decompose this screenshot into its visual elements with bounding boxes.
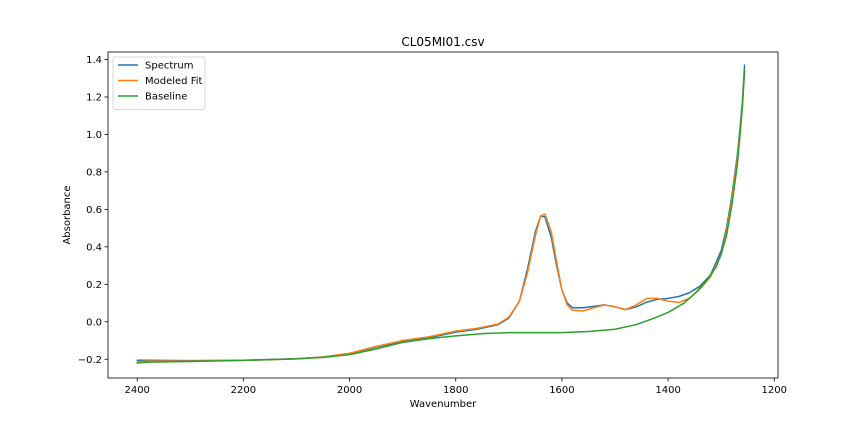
x-tick-label: 2000 [337, 385, 362, 396]
x-tick-label: 2200 [231, 385, 256, 396]
y-axis: −0.2 0.0 0.2 0.4 0.6 0.8 1.0 1.2 1.4 [78, 55, 108, 366]
x-tick-label: 2400 [124, 385, 149, 396]
y-tick-label: 1.2 [86, 92, 102, 103]
y-axis-label: Absorbance [62, 185, 73, 244]
y-tick-label: 0.2 [86, 280, 102, 291]
y-tick-label: 1.0 [86, 130, 102, 141]
y-tick-label: 1.4 [86, 55, 102, 66]
y-tick-label: 0.4 [86, 242, 102, 253]
series-line-baseline [136, 69, 746, 364]
y-tick-label: −0.2 [78, 355, 102, 366]
legend-label: Spectrum [145, 61, 193, 72]
x-tick-label: 1400 [655, 385, 680, 396]
legend: Spectrum Modeled Fit Baseline [112, 56, 206, 110]
x-tick-label: 1200 [762, 385, 787, 396]
plot-frame [107, 51, 779, 379]
x-tick-label: 1800 [443, 385, 468, 396]
x-axis-label: Wavenumber [410, 399, 477, 410]
series-line-modeled-fit [136, 69, 746, 363]
y-tick-label: 0.6 [86, 205, 102, 216]
legend-label: Baseline [145, 92, 187, 103]
legend-label: Modeled Fit [145, 76, 203, 87]
x-axis: 2400 2200 2000 1800 1600 1400 1200 [124, 378, 787, 396]
y-tick-label: 0.8 [86, 167, 102, 178]
plot-area [136, 64, 746, 364]
y-tick-label: 0.0 [86, 317, 102, 328]
chart-title: CL05MI01.csv [401, 35, 484, 49]
x-tick-label: 1600 [549, 385, 574, 396]
